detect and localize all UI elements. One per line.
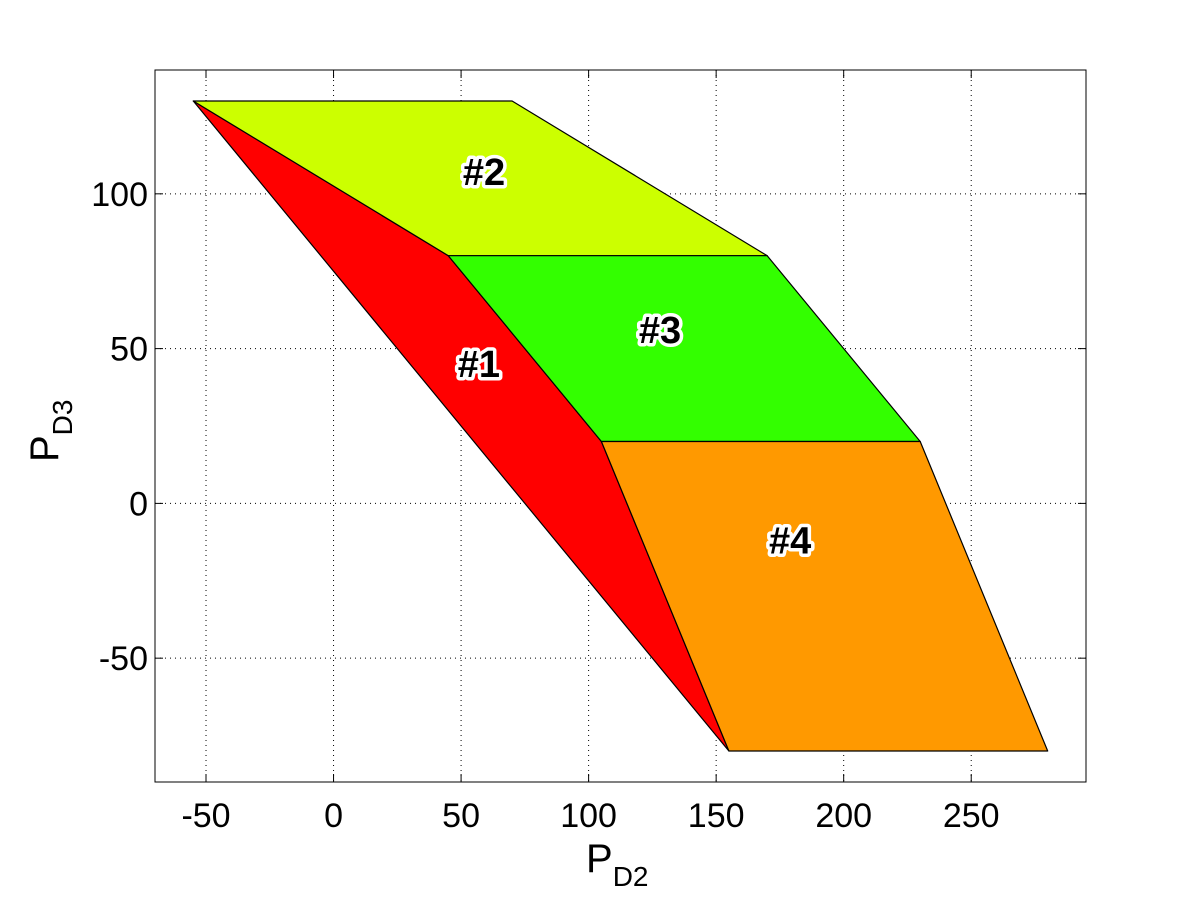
y-tick-label: -50 [99,640,148,678]
x-axis-label-main: P [586,837,613,881]
y-axis-label: PD3 [23,400,78,462]
region-4-label: #4 [769,521,811,563]
region-2-label: #2 [463,152,505,194]
ticks: -50 0 50 100 150 200 250 -50 0 50 100 [91,70,1086,835]
x-tick-label: 50 [442,797,480,835]
region-4-polygon [600,440,1049,752]
x-axis-label-sub: D2 [613,861,649,892]
x-tick-label: 200 [815,797,872,835]
x-tick-label: 250 [943,797,1000,835]
y-tick-label: 100 [91,176,148,214]
x-axis-label: PD2 [586,837,648,892]
region-labels: #1 #2 #3 #4 [454,149,814,566]
x-tick-label: 100 [560,797,617,835]
region-1-label: #1 [458,344,500,386]
y-tick-label: 0 [129,485,148,523]
y-axis-label-main: P [23,435,67,462]
region-3-label: #3 [639,310,681,352]
x-tick-label: 150 [688,797,745,835]
x-tick-label: 0 [324,797,343,835]
plot-frame [154,69,1087,783]
y-tick-label: 50 [110,331,148,369]
x-tick-label: -50 [181,797,230,835]
regions [192,100,1049,752]
y-axis-label-sub: D3 [47,400,78,436]
